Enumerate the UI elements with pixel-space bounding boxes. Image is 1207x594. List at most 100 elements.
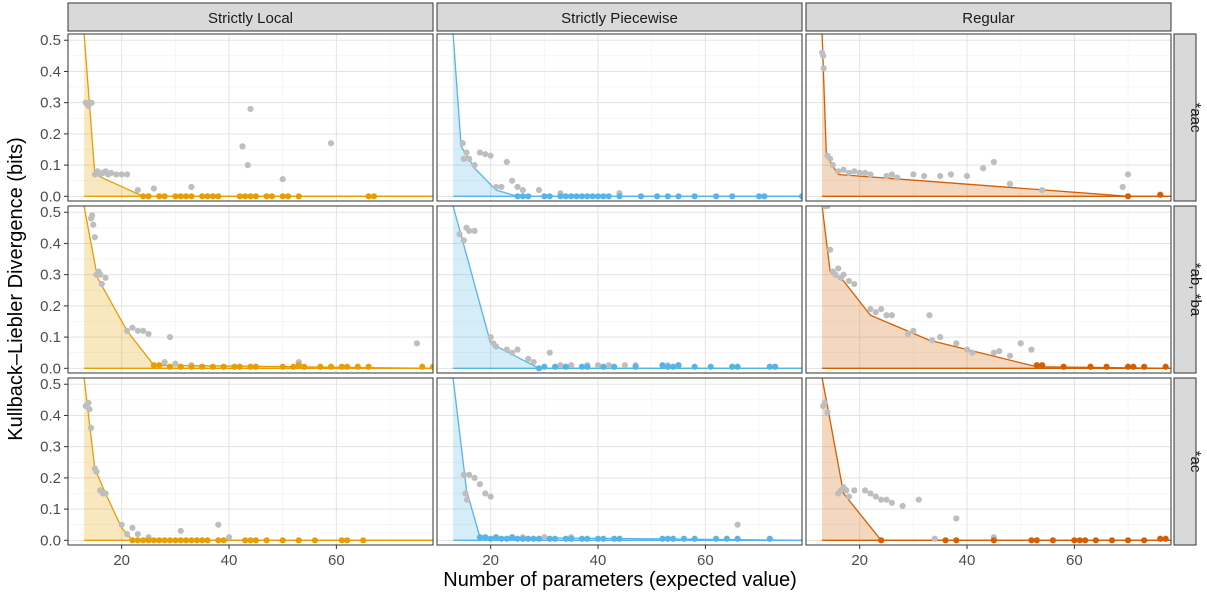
panel-plot-area: [82, 34, 433, 200]
dominated-point: [161, 358, 168, 366]
dominated-point: [883, 496, 890, 503]
pareto-point: [220, 537, 227, 544]
pareto-point: [263, 193, 270, 200]
pareto-point: [766, 535, 773, 542]
dominated-point: [102, 490, 109, 497]
dominated-point: [239, 143, 246, 150]
dominated-point: [931, 535, 938, 542]
pareto-point: [659, 362, 666, 369]
pareto-point: [193, 537, 200, 544]
pareto-point: [509, 534, 516, 541]
pareto-point: [568, 535, 575, 542]
pareto-point: [557, 193, 564, 200]
pareto-point: [729, 193, 736, 200]
pareto-point: [578, 363, 586, 370]
y-tick-label: 0.0: [40, 360, 61, 377]
pareto-point: [252, 193, 259, 200]
dominated-point: [546, 349, 553, 356]
pareto-point: [514, 193, 521, 200]
column-strip-label: Strictly Local: [208, 10, 293, 27]
pareto-point: [1124, 537, 1132, 544]
dominated-point: [487, 493, 494, 500]
y-tick-label: 0.1: [40, 501, 61, 518]
pareto-point: [140, 537, 147, 544]
y-tick-label: 0.0: [40, 532, 61, 549]
panel-background: [68, 206, 433, 373]
panel: [67, 205, 434, 374]
dominated-point: [953, 340, 960, 347]
dominated-point: [113, 171, 120, 178]
y-tick-label: 0.3: [40, 95, 61, 112]
dominated-point: [888, 171, 895, 178]
pareto-point: [942, 537, 949, 544]
dominated-point: [530, 358, 537, 366]
dominated-point: [1028, 346, 1035, 353]
pareto-point: [215, 193, 222, 200]
pareto-point: [199, 537, 206, 544]
dominated-point: [98, 280, 105, 288]
pareto-point: [177, 193, 184, 200]
pareto-point: [188, 193, 195, 200]
y-tick-label: 0.0: [40, 188, 61, 205]
panel-border: [67, 33, 434, 202]
pareto-point: [295, 193, 302, 200]
dominated-point: [910, 327, 917, 334]
pareto-point: [713, 535, 720, 542]
pareto-point: [204, 193, 211, 200]
pareto-point: [177, 537, 184, 544]
panel-border: [805, 205, 1172, 374]
pareto-point: [365, 363, 372, 370]
dominated-point: [459, 140, 466, 147]
dominated-point: [915, 496, 922, 503]
y-axis-title: Kullback–Liebler Divergence (bits): [5, 137, 27, 440]
dominated-point: [97, 271, 104, 278]
dominated-point: [188, 183, 195, 191]
dominated-point: [861, 487, 869, 494]
dominated-point: [827, 155, 834, 162]
panels-layer: Strictly Local Strictly Piecewise Regular *…: [40, 2, 1204, 569]
pareto-point: [1162, 363, 1169, 370]
dominated-point: [492, 343, 500, 350]
dominated-point: [118, 171, 125, 178]
pareto-point: [589, 193, 596, 200]
dominated-point: [514, 183, 521, 191]
x-tick-label: 40: [221, 552, 238, 569]
pareto-point: [616, 193, 623, 200]
y-tick-label: 0.2: [40, 470, 61, 487]
pareto-point: [290, 363, 297, 370]
pareto-point: [953, 537, 960, 544]
pareto-point: [134, 537, 141, 544]
dominated-point: [843, 487, 850, 494]
pareto-point: [519, 193, 526, 200]
dominated-point: [509, 349, 516, 356]
x-tick-label: 20: [851, 552, 868, 569]
dominated-point: [471, 474, 478, 481]
dominated-point: [920, 172, 928, 180]
dominated-point: [867, 305, 874, 313]
pareto-point: [145, 193, 152, 200]
dominated-point: [1006, 352, 1014, 359]
pareto-point: [354, 363, 361, 370]
pareto-point: [562, 535, 569, 542]
dominated-point: [509, 177, 516, 184]
panel-border: [436, 377, 803, 546]
dominated-point: [845, 277, 853, 285]
dominated-point: [963, 346, 971, 353]
pareto-point: [242, 537, 249, 544]
x-tick-label: 40: [590, 552, 607, 569]
pareto-point: [482, 534, 489, 541]
panel-border: [805, 33, 1172, 202]
panel: [67, 33, 434, 202]
pareto-point: [664, 363, 671, 370]
pareto-point: [1162, 535, 1169, 542]
dominated-point: [969, 349, 976, 356]
pareto-point: [220, 363, 227, 370]
pareto-point: [1130, 363, 1137, 370]
dominated-point: [824, 206, 831, 210]
pareto-point: [145, 537, 152, 544]
dominated-point: [279, 176, 286, 183]
dominated-point: [621, 362, 628, 369]
dominated-point: [926, 312, 933, 319]
dominated-point: [166, 334, 174, 341]
pareto-point: [311, 537, 319, 544]
